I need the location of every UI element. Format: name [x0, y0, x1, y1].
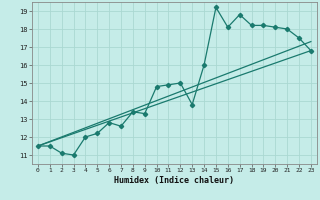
X-axis label: Humidex (Indice chaleur): Humidex (Indice chaleur) [115, 176, 234, 185]
